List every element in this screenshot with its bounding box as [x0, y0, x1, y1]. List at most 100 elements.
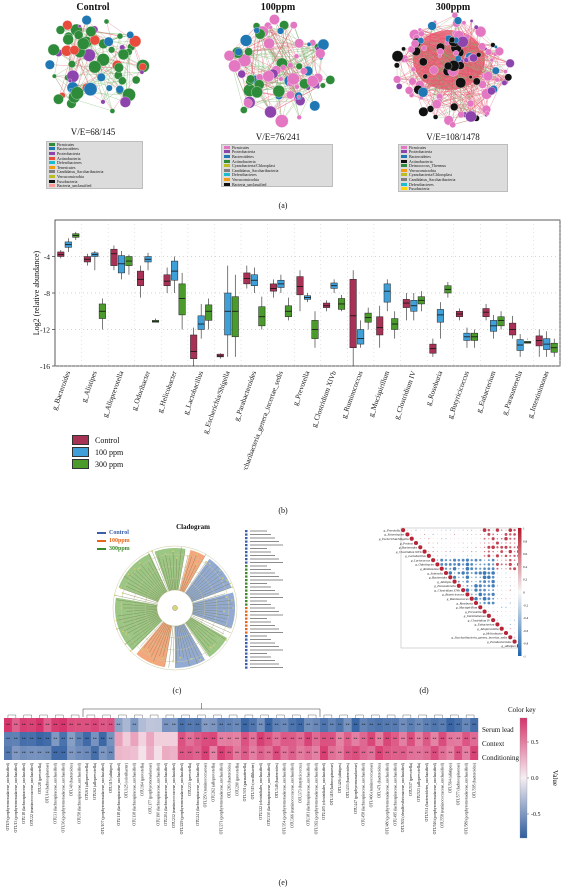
- significance-mark: **: [298, 751, 302, 756]
- network-legend-item: Verrucomicrobia: [399, 168, 507, 173]
- corr-scale-label: 1: [523, 527, 525, 531]
- heatmap-otu-label: OTU61 (alloprevotella): [85, 762, 89, 800]
- legend-phylum-name: Bacteroidetes: [232, 153, 254, 159]
- box: [323, 302, 331, 308]
- heatmap-cell: [264, 718, 273, 732]
- significance-mark: **: [211, 737, 215, 742]
- heatmap-cell: [35, 746, 44, 760]
- network-legend-item: Cyanobacteria/Chloroplast: [222, 163, 332, 168]
- dendrogram-leaf: [228, 714, 238, 718]
- value-axis-label: Value: [551, 770, 559, 786]
- network-edge: [54, 52, 59, 77]
- network-node: [320, 82, 326, 89]
- corr-cell: [509, 576, 511, 578]
- corr-cell: [487, 575, 491, 580]
- corr-cell: [470, 585, 473, 587]
- legend-swatch: [401, 159, 407, 163]
- heatmap-cell: [67, 732, 76, 746]
- corr-cell: [509, 619, 511, 621]
- network-node: [272, 85, 285, 98]
- heatmap-cell: [304, 746, 313, 760]
- significance-mark: **: [259, 723, 263, 728]
- corr-cell: [466, 580, 469, 583]
- dendrogram-leaf: [149, 714, 159, 718]
- clade-branch: [116, 599, 158, 606]
- corr-cell: [479, 546, 481, 548]
- corr-cell: [454, 546, 455, 548]
- significance-mark: **: [275, 737, 279, 742]
- network-edge: [406, 60, 424, 112]
- corr-cell: [478, 605, 483, 610]
- significance-mark: **: [346, 737, 350, 742]
- legend-phylum-name: Verrucomicrobia: [232, 176, 259, 182]
- corr-cell: [441, 529, 443, 531]
- heatmap-cell: [256, 718, 265, 732]
- clade-node: [208, 562, 211, 565]
- corr-cell: [505, 576, 507, 578]
- corr-cell: [483, 584, 486, 588]
- heatmap-cell: [256, 732, 265, 746]
- corr-cell: [437, 534, 438, 535]
- corr-cell: [479, 538, 481, 540]
- corr-taxon-label: g_Alistipes: [502, 644, 517, 648]
- corr-cell: [486, 613, 491, 618]
- clade-branch: [152, 624, 169, 663]
- network-edge: [229, 55, 269, 77]
- network-legend-item: Bacteroidetes: [47, 146, 142, 151]
- significance-mark: **: [425, 737, 429, 742]
- box: [296, 276, 304, 296]
- significance-mark: **: [361, 723, 365, 728]
- heatmap-cell: [399, 746, 408, 760]
- significance-mark: **: [30, 723, 34, 728]
- heatmap-cell: [154, 746, 163, 760]
- network-edge: [406, 47, 441, 61]
- legend-phylum-name: Verrucomicrobia: [57, 173, 84, 179]
- legend-phylum-name: Actinobacteria: [232, 158, 256, 164]
- heatmap-otu-label: OTU190 (lachnospiraceae_unclassified): [156, 762, 160, 825]
- corr-cell: [505, 551, 507, 553]
- clade-branch: [169, 557, 174, 591]
- clade-branch: [127, 582, 160, 600]
- heatmap-cell: [383, 732, 392, 746]
- clade-node: [133, 568, 136, 571]
- significance-mark: **: [369, 751, 373, 756]
- clade-node: [121, 592, 124, 594]
- corr-cell: [474, 584, 478, 588]
- network-node: [263, 37, 275, 50]
- corr-cell: [487, 554, 491, 558]
- cladogram-title: Cladogram: [176, 523, 210, 531]
- network-node: [83, 82, 98, 96]
- legend-label-100ppm: 100 ppm: [95, 447, 124, 457]
- network-edge: [106, 21, 120, 68]
- x-tick-label: g_Butyricicoccus: [446, 370, 471, 420]
- clade-node: [195, 563, 198, 566]
- corr-cell: [496, 559, 499, 561]
- clade-branch: [187, 620, 214, 646]
- significance-mark: **: [448, 751, 452, 756]
- heatmap-cell: [27, 732, 36, 746]
- network-legend-item: Actinobacteria: [222, 159, 332, 164]
- corr-taxon-label: g_Parabacteroides: [487, 640, 512, 644]
- network-node: [505, 58, 515, 68]
- significance-mark: **: [235, 751, 239, 756]
- heatmap-cell: [130, 732, 139, 746]
- corr-cell: [471, 576, 473, 578]
- corr-cell: [441, 546, 443, 548]
- network-legend-item: Fusobacteria: [399, 186, 507, 191]
- x-tick-label: g_Lactobacillus: [182, 370, 205, 416]
- heatmap-cell: [375, 718, 384, 732]
- significance-mark: **: [69, 737, 73, 742]
- network-node: [476, 52, 482, 58]
- heatmap-cell: [83, 732, 92, 746]
- network-node: [53, 94, 64, 105]
- legend-swatch: [401, 145, 407, 149]
- clade-node: [205, 560, 208, 563]
- network-legend-item: Bacteria_unclassified: [222, 182, 332, 187]
- corr-cell: [419, 529, 421, 531]
- box: [535, 335, 543, 347]
- clade-node: [172, 659, 175, 662]
- heatmap-otu-label: OTU177 (porphyromonadaceae): [148, 762, 152, 814]
- network-edge: [424, 82, 505, 91]
- clade-branch: [147, 552, 168, 592]
- heatmap-cell: [335, 718, 344, 732]
